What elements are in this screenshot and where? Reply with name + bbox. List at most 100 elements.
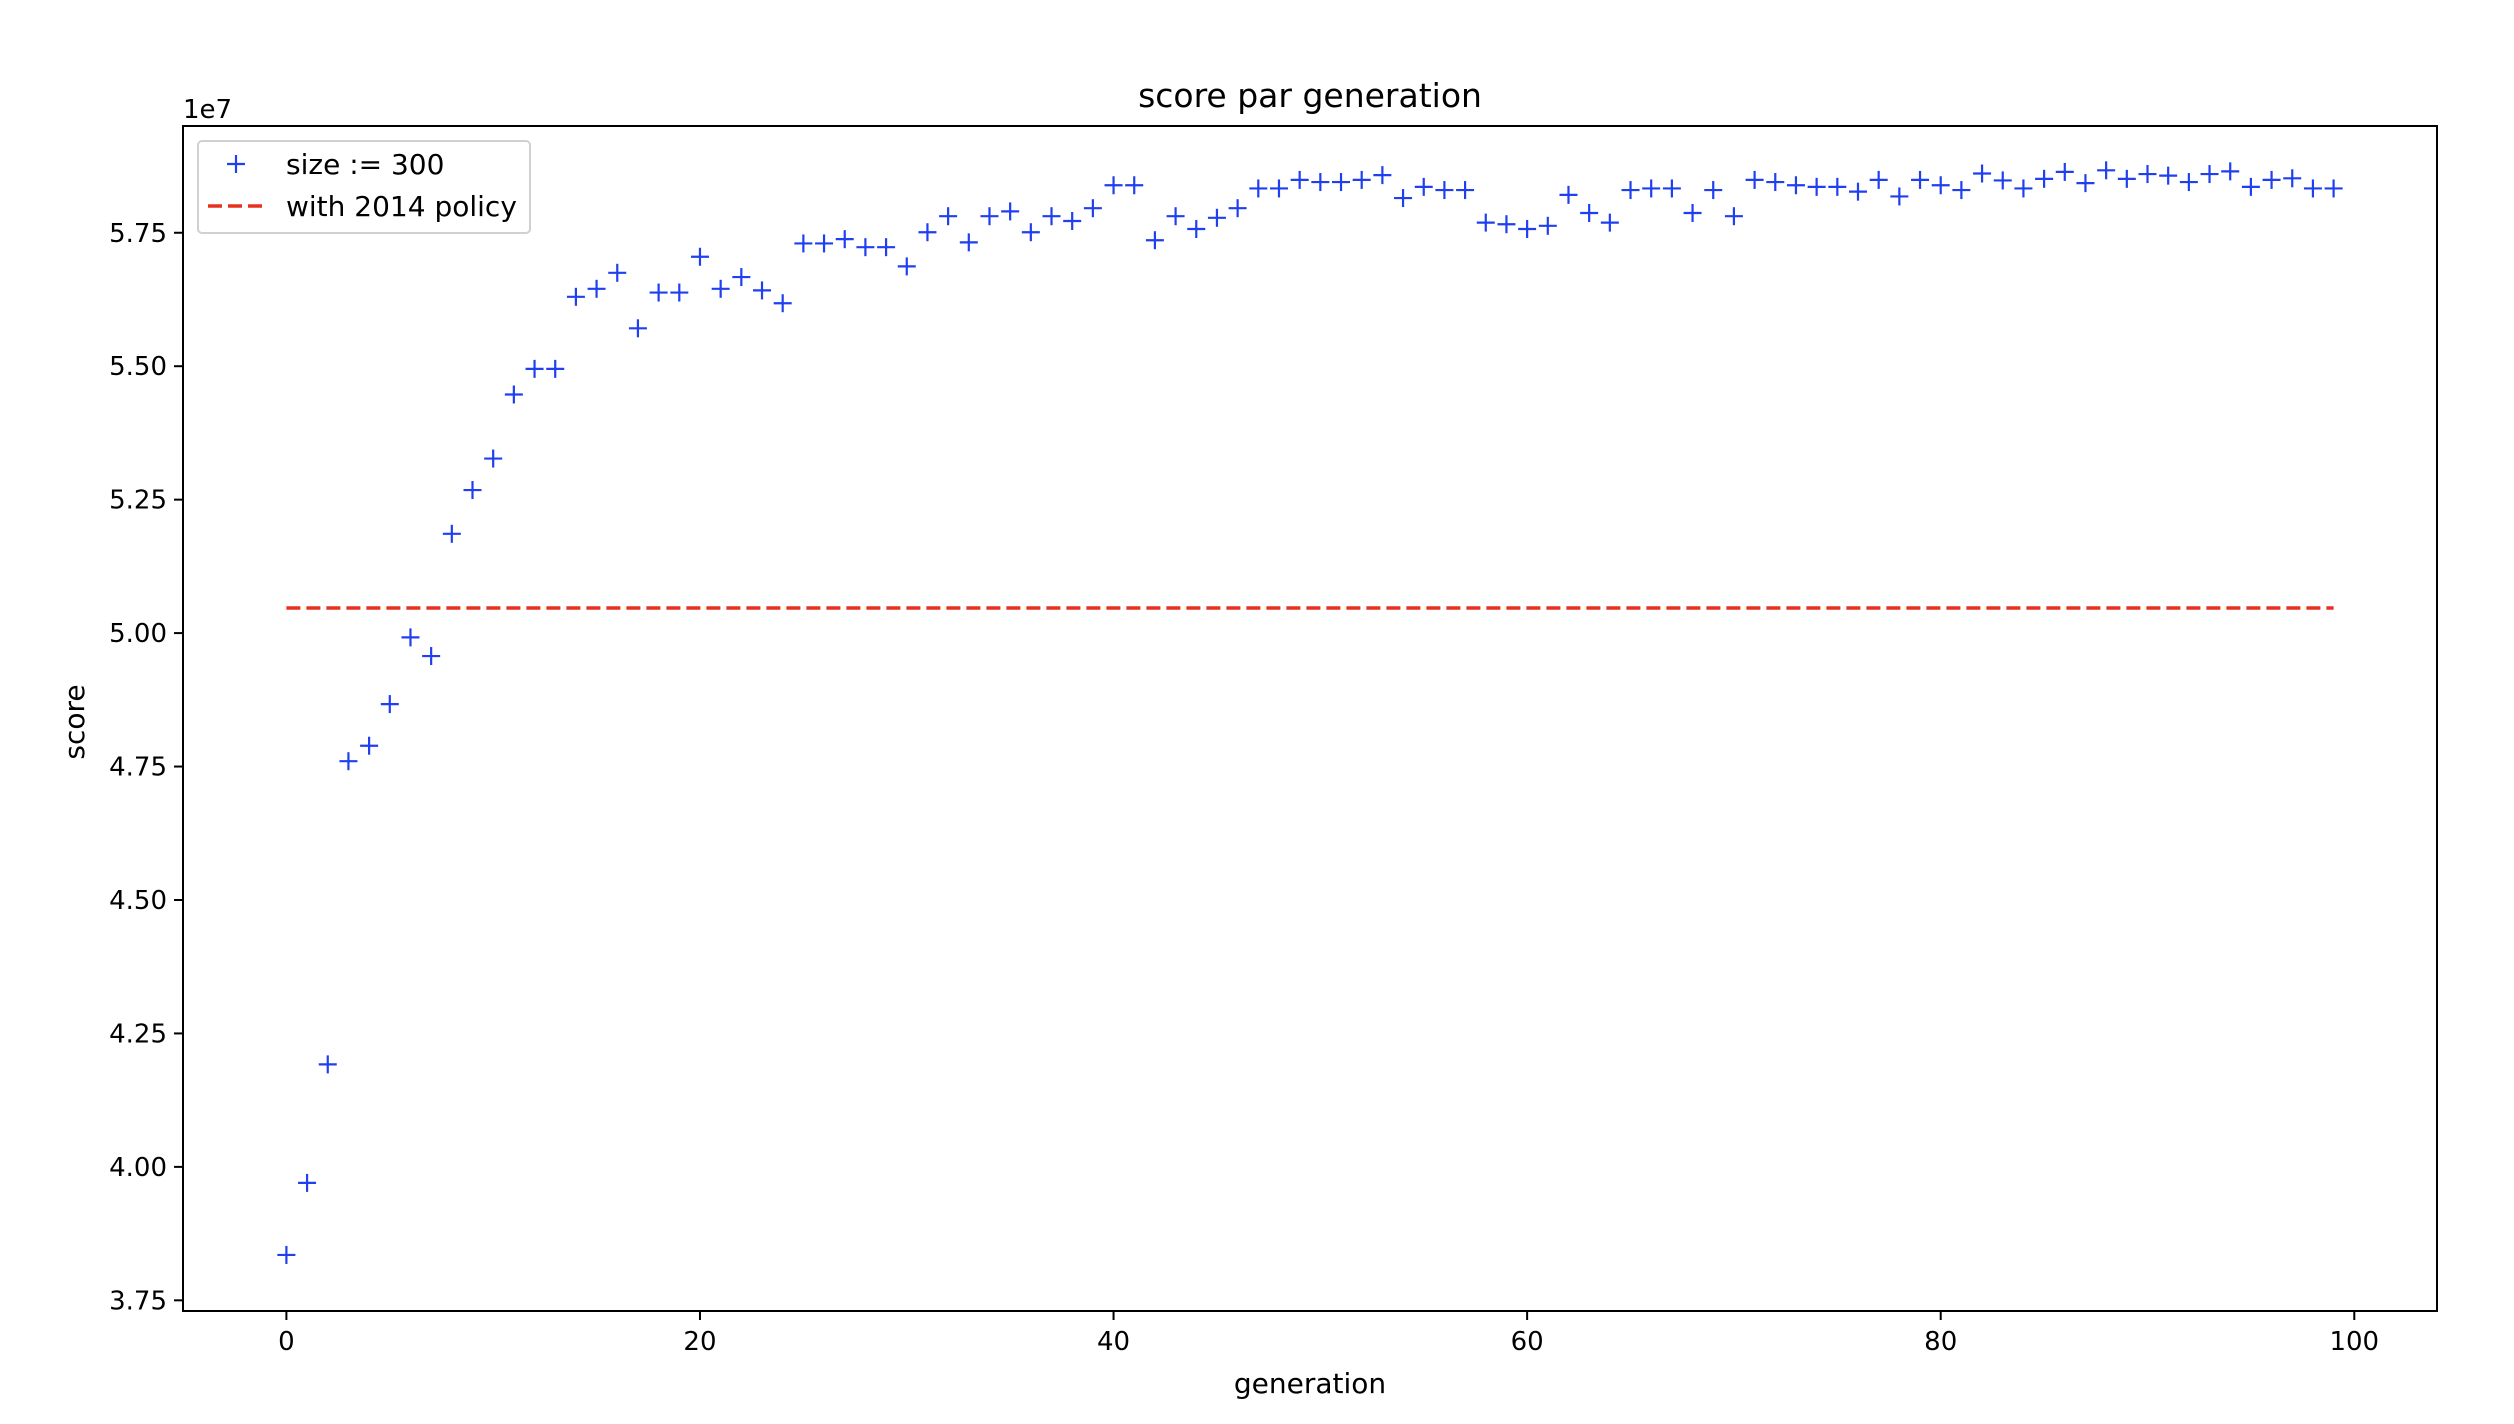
scatter-point bbox=[504, 385, 523, 404]
scatter-point bbox=[1063, 212, 1082, 231]
scatter-point bbox=[1786, 176, 1805, 195]
scatter-point bbox=[1600, 213, 1619, 232]
scatter-point bbox=[1042, 207, 1061, 226]
scatter-point bbox=[1021, 223, 1040, 242]
scatter-point bbox=[360, 736, 379, 755]
scatter-point bbox=[2117, 169, 2136, 188]
y-tick-label: 3.75 bbox=[109, 1286, 167, 1316]
scatter-point bbox=[628, 319, 647, 338]
scatter-point bbox=[2055, 162, 2074, 181]
scatter-point bbox=[753, 281, 772, 300]
scatter-point bbox=[2014, 179, 2033, 198]
scatter-point bbox=[1311, 173, 1330, 192]
scatter-point bbox=[2283, 169, 2302, 188]
scatter-point bbox=[2200, 165, 2219, 184]
scatter-point bbox=[484, 449, 503, 468]
scatter-point bbox=[2221, 162, 2240, 181]
x-tick-label: 40 bbox=[1097, 1327, 1130, 1357]
scatter-point bbox=[2138, 165, 2157, 184]
scatter-point bbox=[815, 234, 834, 253]
scatter-point bbox=[277, 1245, 296, 1264]
scatter-point bbox=[566, 287, 585, 306]
scatter-point bbox=[2159, 166, 2178, 185]
y-tick-label: 4.00 bbox=[109, 1153, 167, 1183]
scatter-point bbox=[1538, 216, 1557, 235]
scatter-point bbox=[339, 752, 358, 771]
scatter-point bbox=[1724, 207, 1743, 226]
x-tick-label: 0 bbox=[278, 1327, 295, 1357]
scatter-point bbox=[2241, 177, 2260, 196]
scatter-point bbox=[442, 524, 461, 543]
scatter-point bbox=[1001, 202, 1020, 221]
y-axis-label: score bbox=[58, 684, 91, 759]
scatter-point bbox=[732, 268, 751, 287]
scatter-point bbox=[794, 234, 813, 253]
scatter-point bbox=[2324, 179, 2343, 198]
scatter-point bbox=[939, 207, 958, 226]
legend-label: size := 300 bbox=[286, 148, 444, 181]
scatter-point bbox=[1166, 207, 1185, 226]
scatter-point bbox=[1911, 170, 1930, 189]
scatter-point bbox=[401, 628, 420, 647]
scatter-point bbox=[2076, 174, 2095, 193]
scatter-point bbox=[1332, 173, 1351, 192]
data-marks bbox=[277, 161, 2343, 1264]
legend-entry: size := 300 bbox=[227, 148, 444, 181]
legend-box bbox=[197, 140, 531, 234]
scatter-point bbox=[1373, 166, 1392, 185]
scatter-point bbox=[1394, 189, 1413, 208]
scatter-point bbox=[2262, 170, 2281, 189]
scatter-point bbox=[1973, 164, 1992, 183]
scatter-point bbox=[1083, 199, 1102, 218]
scatter-point bbox=[1642, 179, 1661, 198]
scatter-point bbox=[318, 1055, 337, 1074]
y-tick-label: 4.75 bbox=[109, 753, 167, 783]
scatter-point bbox=[1621, 181, 1640, 200]
scatter-point bbox=[1828, 177, 1847, 196]
scatter-point bbox=[690, 247, 709, 266]
scatter-point bbox=[649, 283, 668, 302]
x-tick-label: 20 bbox=[683, 1327, 716, 1357]
y-tick-label: 4.50 bbox=[109, 886, 167, 916]
scatter-point bbox=[1414, 177, 1433, 196]
scatter-point bbox=[918, 223, 937, 242]
scatter-point bbox=[1187, 220, 1206, 239]
scatter-point bbox=[525, 359, 544, 378]
scatter-point bbox=[1662, 179, 1681, 198]
scatter-point bbox=[1352, 170, 1371, 189]
y-axis: 3.75 4.00 4.25 4.50 4.75 5.00 5.25 5.50 5.75 bbox=[109, 219, 183, 1316]
y-tick-label: 5.50 bbox=[109, 352, 167, 382]
plot-frame bbox=[182, 125, 2438, 1312]
scatter-point bbox=[1848, 182, 1867, 201]
scatter-point bbox=[546, 359, 565, 378]
scatter-point bbox=[1290, 170, 1309, 189]
scatter-point bbox=[1559, 185, 1578, 204]
scatter-point bbox=[2179, 173, 2198, 192]
scatter-point bbox=[1228, 199, 1247, 218]
scatter-point bbox=[959, 233, 978, 252]
scatter-point bbox=[1518, 220, 1537, 239]
scatter-point bbox=[1993, 171, 2012, 190]
scatter-point bbox=[1704, 181, 1723, 200]
x-axis: 0 20 40 60 80 100 bbox=[278, 1311, 2379, 1357]
scatter-point bbox=[1497, 215, 1516, 234]
y-tick-label: 5.75 bbox=[109, 219, 167, 249]
scatter-point bbox=[1952, 181, 1971, 200]
scatter-point bbox=[897, 257, 916, 276]
scatter-point bbox=[1476, 213, 1495, 232]
legend-swatch bbox=[227, 155, 245, 173]
scatter-point bbox=[1125, 176, 1144, 195]
x-axis-label: generation bbox=[1234, 1367, 1386, 1400]
scatter-point bbox=[1745, 170, 1764, 189]
scatter-point bbox=[1207, 208, 1226, 227]
scatter-point bbox=[422, 647, 441, 666]
scatter-point bbox=[877, 238, 896, 257]
legend-entry: with 2014 policy bbox=[208, 190, 517, 223]
y-tick-label: 5.25 bbox=[109, 486, 167, 516]
scatter-point bbox=[587, 279, 606, 298]
scatter-point bbox=[1683, 204, 1702, 223]
y-tick-label: 4.25 bbox=[109, 1019, 167, 1049]
scatter-point bbox=[608, 263, 627, 282]
scatter-point bbox=[1931, 176, 1950, 195]
legend: size := 300 with 2014 policy bbox=[197, 140, 531, 234]
